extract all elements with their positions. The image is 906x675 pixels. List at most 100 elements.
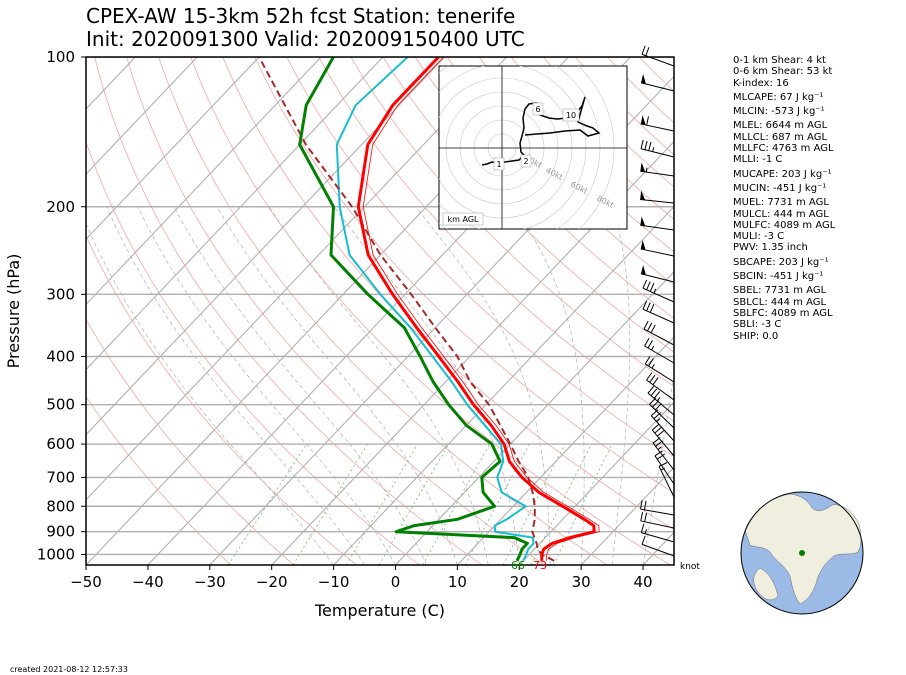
moist-adiabat xyxy=(611,206,631,565)
stat-line: SBCIN: -451 J kg⁻¹ xyxy=(733,271,824,283)
dry-adiabat xyxy=(158,57,608,565)
stat-line: 0-1 km Shear: 4 kt xyxy=(733,55,826,66)
x-tick-label: 30 xyxy=(572,573,591,591)
dry-adiabat xyxy=(86,140,420,565)
stat-line: 0-6 km Shear: 53 kt xyxy=(733,66,833,78)
chart-title-line1: CPEX-AW 15-3km 52h fcst Station: tenerif… xyxy=(86,4,516,28)
stat-line: MULFC: 4089 m AGL xyxy=(733,219,836,231)
stat-line: SBLI: -3 C xyxy=(733,319,782,331)
mixing-ratio-line xyxy=(530,443,592,565)
y-tick-label: 800 xyxy=(46,497,75,515)
dry-adiabat xyxy=(254,57,674,494)
isotherm xyxy=(86,57,384,371)
isotherm xyxy=(86,57,198,175)
wind-barb xyxy=(640,265,675,283)
dry-adiabat xyxy=(86,235,357,565)
wind-barb xyxy=(642,279,675,303)
stat-line: MULI: -3 C xyxy=(733,231,785,243)
x-tick-label: −30 xyxy=(194,573,226,591)
hodo-legend: km AGL xyxy=(448,215,480,224)
dry-adiabat xyxy=(286,57,674,458)
series-wetbulb xyxy=(335,57,535,562)
x-tick-label: 20 xyxy=(510,573,529,591)
wind-barbs xyxy=(640,45,675,557)
moist-adiabat xyxy=(137,206,396,565)
wind-barb xyxy=(644,356,675,383)
mixing-ratio-line xyxy=(228,443,307,565)
chart-curves xyxy=(258,57,600,562)
stat-line: MLCIN: -573 J kg⁻¹ xyxy=(733,106,825,118)
stat-line: PWV: 1.35 inch xyxy=(733,242,808,254)
axis-ticks: −50 −40 −30 −20 −10 0 10 20 30 40 100 200 300 400 500 6… xyxy=(37,48,653,591)
x-tick-label: −20 xyxy=(256,573,288,591)
hodo-height-label-10: 10 xyxy=(566,111,576,120)
mixing-ratio-line xyxy=(292,443,368,565)
wind-barb xyxy=(641,535,675,557)
stat-line: MLLFC: 4763 m AGL xyxy=(733,143,834,155)
wind-barb xyxy=(643,320,675,346)
wind-barb xyxy=(650,409,675,442)
isotherm xyxy=(518,401,674,565)
y-tick-label: 300 xyxy=(46,285,75,303)
x-axis-label: Temperature (C) xyxy=(314,601,445,620)
series-parcel xyxy=(258,57,555,562)
isotherm xyxy=(580,466,674,565)
moist-adiabat xyxy=(173,206,427,565)
hodograph: 20kt 40kt 60kt 80kt 1 2 6 10 km AGL xyxy=(438,65,628,230)
mixing-ratio-line xyxy=(378,443,450,565)
wind-barb xyxy=(640,500,675,516)
station-marker-icon xyxy=(799,550,805,556)
hodo-height-label-1: 1 xyxy=(496,160,501,169)
x-tick-label: 10 xyxy=(448,573,467,591)
moist-adiabat xyxy=(333,206,520,565)
series-dewpoint xyxy=(298,57,529,562)
y-tick-label: 500 xyxy=(46,396,75,414)
series-temperature-outline xyxy=(362,57,600,561)
stat-line: SHIP: 0.0 xyxy=(733,330,779,342)
moist-adiabat xyxy=(106,206,365,565)
wind-barb xyxy=(649,397,675,429)
stat-line: SBEL: 7731 m AGL xyxy=(733,285,827,297)
mixing-ratio-line xyxy=(345,443,419,565)
stat-line: SBCAPE: 203 J kg⁻¹ xyxy=(733,256,829,268)
isotherm xyxy=(86,57,446,436)
dry-adiabat xyxy=(350,57,674,387)
stat-line: SBLFC: 4089 m AGL xyxy=(733,307,833,319)
y-tick-label: 200 xyxy=(46,198,75,216)
dry-adiabat xyxy=(414,57,674,319)
moist-adiabat xyxy=(642,372,674,565)
surface-dewpoint-label: 66 xyxy=(511,559,525,572)
stat-line: SBLCL: 444 m AGL xyxy=(733,296,827,308)
stat-line: K-index: 16 xyxy=(733,77,789,89)
dry-adiabat xyxy=(318,57,674,422)
wind-barb xyxy=(640,190,675,204)
isotherm xyxy=(86,57,322,306)
wind-barb xyxy=(654,450,675,485)
dry-adiabat xyxy=(86,395,232,565)
dry-adiabat xyxy=(382,57,674,353)
sounding-indices: 0-1 km Shear: 4 kt 0-6 km Shear: 53 kt K-i… xyxy=(733,55,903,342)
wind-barb xyxy=(651,423,675,457)
wind-barb xyxy=(642,300,675,324)
wind-barb xyxy=(640,162,675,177)
dry-adiabat xyxy=(446,57,674,286)
x-tick-label: −50 xyxy=(70,573,102,591)
isotherm xyxy=(457,336,674,565)
x-tick-label: 40 xyxy=(634,573,653,591)
y-tick-label: 700 xyxy=(46,468,75,486)
y-tick-label: 900 xyxy=(46,523,75,541)
isotherm xyxy=(86,57,508,501)
wind-barb xyxy=(640,240,675,257)
y-tick-label: 400 xyxy=(46,348,75,366)
mixing-ratio-line xyxy=(553,443,613,565)
stat-line: MUCIN: -451 J kg⁻¹ xyxy=(733,182,827,194)
y-tick-label: 1000 xyxy=(37,545,75,563)
wind-barb xyxy=(640,512,675,529)
wind-barb xyxy=(646,372,675,401)
wind-barb xyxy=(640,523,675,543)
wind-barb xyxy=(640,139,675,158)
surface-temperature-label: 73 xyxy=(533,559,547,572)
isotherm xyxy=(395,271,674,565)
x-tick-label: −10 xyxy=(318,573,350,591)
